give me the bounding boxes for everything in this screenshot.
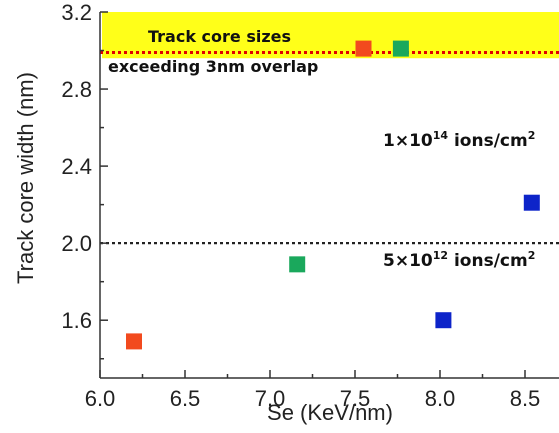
x-tick-label: 7.5 [340,386,371,411]
x-tick-label: 8.0 [425,386,456,411]
y-axis-label: Track core width (nm) [13,72,38,284]
data-point [289,256,306,273]
x-tick-label: 7.0 [255,386,286,411]
x-axis-label: Se (KeV/nm) [267,400,393,425]
highlight-band [102,12,559,59]
x-tick-label: 6.0 [85,386,116,411]
data-point [392,40,409,57]
upper-fluence-label: 1×1014 ions/cm2 [383,129,535,151]
x-tick-label: 6.5 [170,386,201,411]
data-point [523,194,540,211]
data-point [355,40,372,57]
y-tick-label: 2.8 [61,77,92,102]
x-tick-label: 8.5 [510,386,541,411]
y-tick-label: 2.0 [61,231,92,256]
lower-fluence-label: 5×1012 ions/cm2 [383,249,535,271]
y-tick-label: 3.2 [61,0,92,25]
data-point [126,333,142,350]
y-tick-label: 1.6 [61,308,92,333]
y-tick-label: 2.4 [61,154,92,179]
band-title: Track core sizes [148,27,291,46]
band-subtitle: exceeding 3nm overlap [108,57,318,76]
data-point [435,312,452,329]
